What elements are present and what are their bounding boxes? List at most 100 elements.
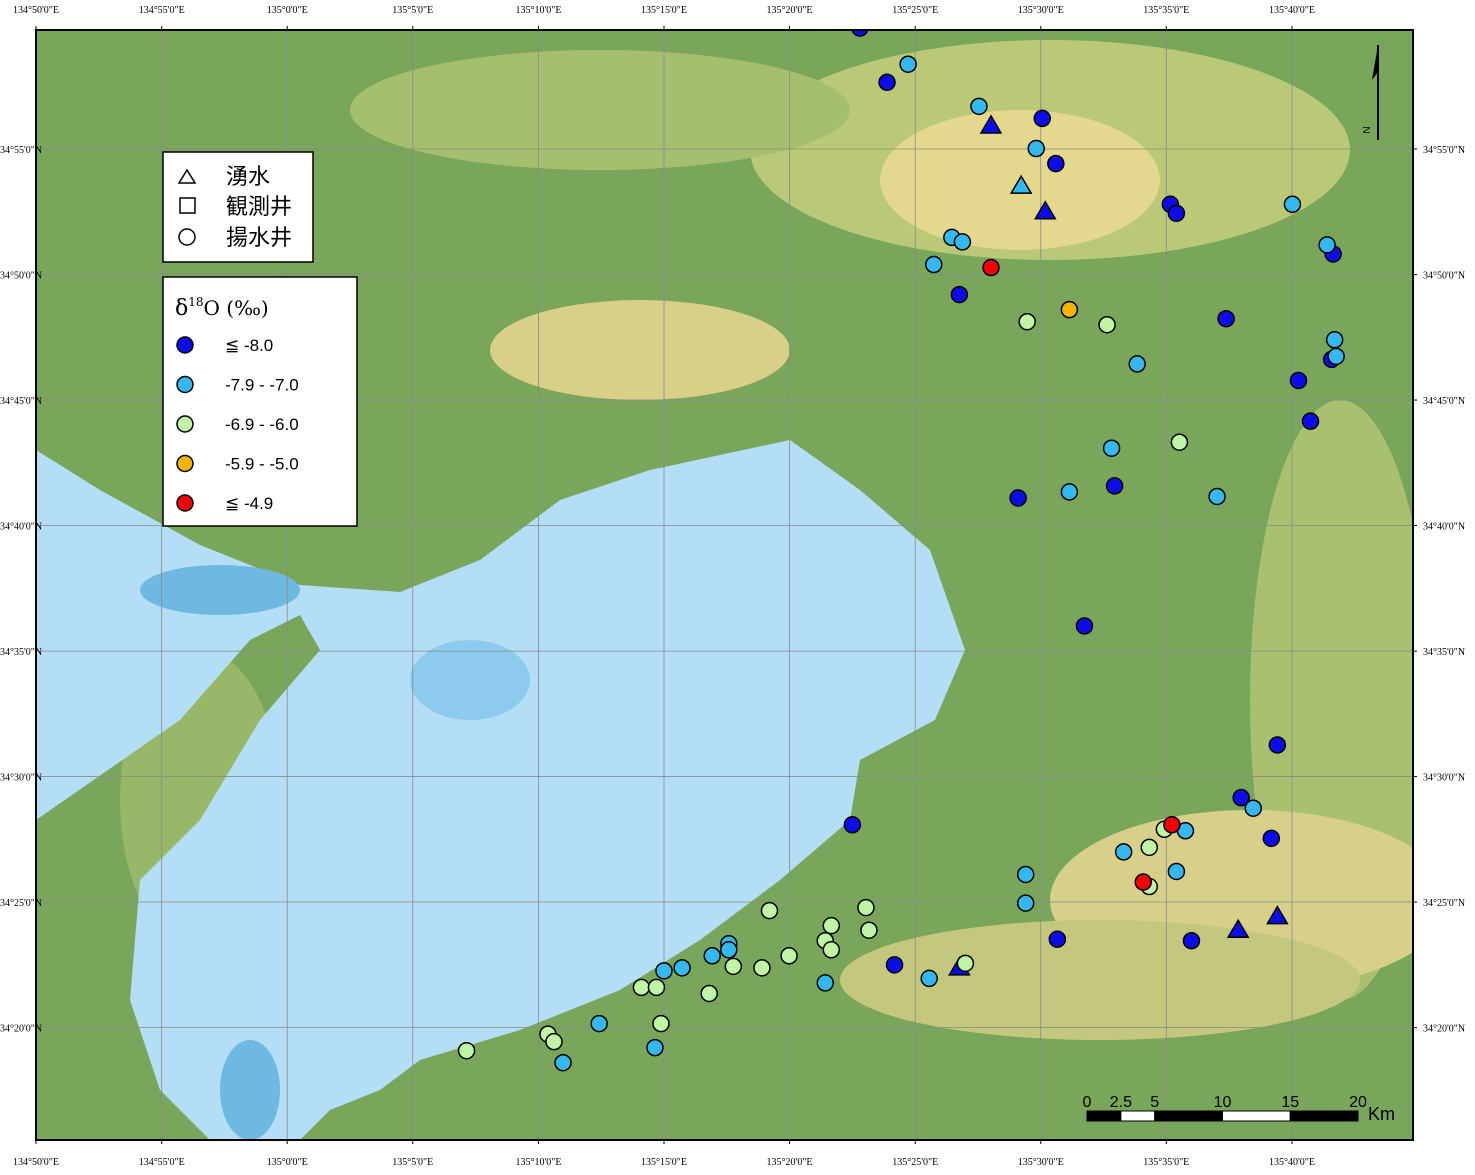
well-point (646, 1038, 664, 1057)
well-point (1289, 371, 1308, 390)
well-point (953, 233, 972, 251)
highland (840, 920, 1360, 1040)
well-point (1018, 312, 1036, 331)
y-tick-label: 34°30'0"N (0, 773, 42, 784)
y-tick-label: 34°40'0"N (0, 522, 42, 533)
deep-water (410, 640, 530, 720)
well-point (1262, 829, 1281, 848)
scale-tick-label: 0 (1083, 1094, 1092, 1111)
well-point (1283, 195, 1302, 214)
well-point (1060, 300, 1079, 319)
well-point (1217, 309, 1235, 328)
terrain (36, 30, 1413, 1140)
color-legend: δ18O (‰) ≦ -8.0 -7.9 - -7.0 -6.9 - -6.0 -5.… (162, 276, 358, 527)
y-tick-label: 34°25'0"N (0, 898, 42, 909)
well-point (816, 974, 834, 992)
well-point (554, 1053, 572, 1072)
north-label: N (1362, 126, 1373, 133)
well-point (822, 916, 841, 935)
well-point (1016, 865, 1035, 884)
deep-water (220, 1040, 280, 1140)
scale-tick-label: 10 (1214, 1094, 1232, 1111)
x-tick-label: 135°30'0"E (1018, 5, 1064, 16)
legend-swatch (176, 415, 194, 433)
well-point (724, 957, 743, 976)
x-tick-label: 134°50'0"E (13, 1157, 59, 1168)
well-point (1327, 347, 1345, 366)
legend-label: ≦ -4.9 (225, 494, 273, 513)
well-point (703, 947, 721, 965)
well-point (647, 978, 666, 997)
y-tick-label: 34°55'0"N (1423, 145, 1465, 156)
deep-water (140, 565, 300, 615)
well-point (1244, 799, 1263, 817)
well-point (1232, 788, 1250, 807)
well-point (1114, 843, 1133, 861)
spring-point (1266, 905, 1289, 925)
well-point (780, 947, 798, 965)
well-point (1075, 617, 1094, 635)
well-point (822, 941, 841, 959)
well-point (1102, 439, 1121, 457)
north-arrow: N (1362, 45, 1379, 140)
scale-segment (1120, 1110, 1156, 1122)
x-tick-label: 135°20'0"E (767, 1157, 813, 1168)
well-point (1016, 894, 1035, 912)
x-tick-label: 135°15'0"E (641, 1157, 687, 1168)
well-point (1208, 487, 1226, 506)
well-point (1182, 931, 1201, 950)
spring-point (979, 114, 1003, 134)
well-point (1009, 489, 1027, 507)
well-point (885, 956, 904, 974)
scale-segment (1154, 1110, 1223, 1122)
points (457, 30, 1345, 1072)
well-point (760, 901, 779, 920)
scale-tick-label: 2.5 (1110, 1094, 1132, 1111)
x-tick-label: 135°25'0"E (892, 5, 938, 16)
well-point (956, 954, 975, 973)
well-point (1048, 930, 1067, 948)
legend-title-sup: 18 (188, 295, 203, 309)
legend-label: -7.9 - -7.0 (225, 376, 299, 395)
legend-swatch (176, 336, 194, 354)
well-point (673, 959, 691, 977)
x-tick-label: 135°10'0"E (515, 5, 561, 16)
scale-bar: Km 0 2.5 5 10 15 20 (1083, 1094, 1395, 1124)
triangle-symbol (177, 168, 197, 184)
grid (36, 30, 1413, 1140)
well-point (1167, 862, 1186, 881)
x-tick-label: 135°0'0"E (267, 1157, 308, 1168)
well-point (1134, 873, 1152, 891)
y-tick-label: 34°45'0"N (0, 396, 42, 407)
well-point (1128, 355, 1146, 373)
spring-point (1226, 918, 1250, 938)
scale-tick-label: 5 (1150, 1094, 1159, 1111)
well-point (970, 97, 988, 116)
well-point (1163, 816, 1181, 834)
legend-title-main: δ (175, 296, 188, 321)
legend-title: δ18O (‰) (175, 295, 269, 321)
x-tick-label: 135°5'0"E (392, 1157, 433, 1168)
scale-segment (1086, 1110, 1122, 1122)
legend-swatch (176, 454, 194, 473)
well-point (857, 898, 875, 917)
well-point (590, 1014, 608, 1033)
well-point (878, 73, 896, 92)
legend-swatch (176, 494, 194, 512)
y-tick-label: 34°45'0"N (1423, 396, 1465, 407)
x-tick-label: 135°5'0"E (392, 5, 433, 16)
y-tick-label: 34°50'0"N (1423, 271, 1465, 282)
y-tick-label: 34°20'0"N (1423, 1024, 1465, 1035)
well-point (920, 969, 938, 988)
well-point (899, 55, 917, 73)
well-point (1268, 736, 1287, 754)
frame (35, 29, 1414, 1141)
well-point (1167, 204, 1186, 223)
y-tick-label: 34°40'0"N (1423, 522, 1465, 533)
spring-point (1009, 174, 1033, 194)
highland (350, 50, 850, 170)
well-point (753, 959, 771, 977)
y-tick-label: 34°55'0"N (0, 145, 42, 156)
well-point (1170, 433, 1189, 451)
